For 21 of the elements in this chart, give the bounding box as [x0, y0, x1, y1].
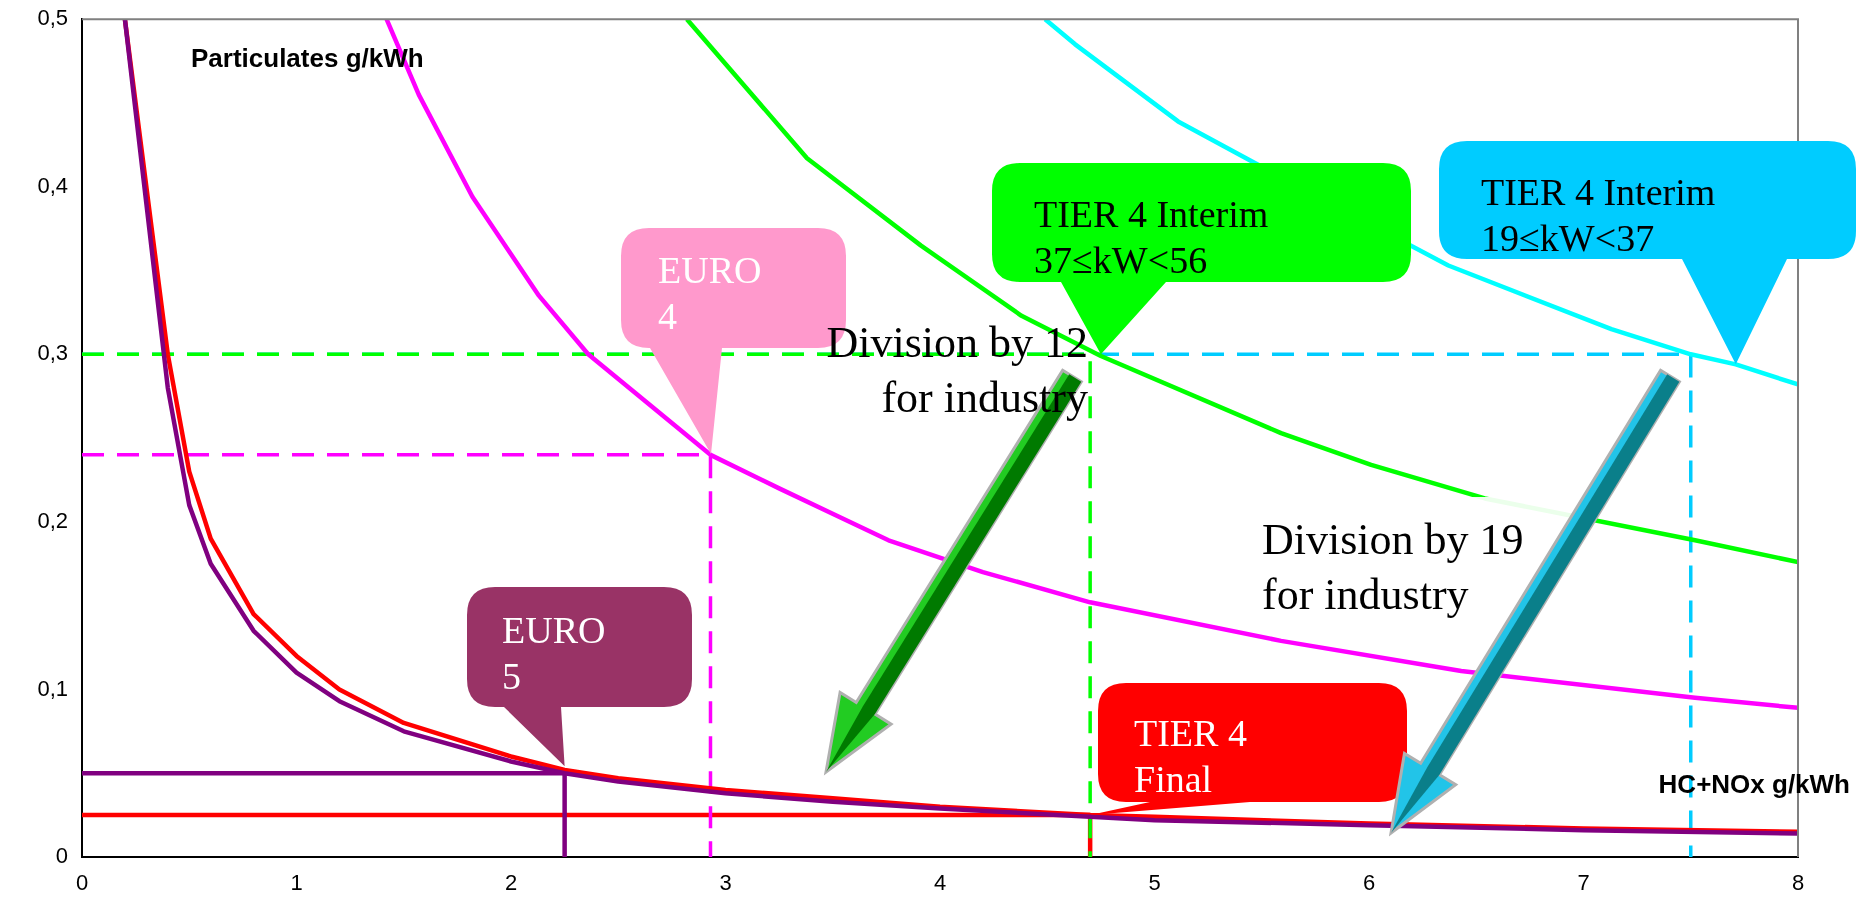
x-tick-label: 6	[1362, 870, 1376, 896]
annotation: EURO 4	[658, 249, 762, 337]
x-tick-label: 7	[1577, 870, 1590, 896]
x-tick-label: 0	[75, 870, 89, 896]
annotation: TIER 4 Final	[1134, 712, 1247, 800]
annotation: TIER 4 Interim 37≤kW<56	[1034, 193, 1269, 281]
x-tick-label: 4	[933, 870, 947, 896]
x-tick-label: 8	[1791, 870, 1805, 896]
x-tick-label: 2	[504, 870, 518, 896]
y-tick-label: 0,1	[37, 675, 68, 701]
y-tick-label: 0,4	[37, 172, 68, 198]
x-tick-label: 3	[719, 870, 732, 896]
y-tick-label: 0,2	[37, 507, 68, 533]
annotation: TIER 4 Interim 19≤kW<37	[1481, 171, 1716, 259]
y-tick-label: 0	[55, 843, 68, 869]
y-tick-label: 0,5	[37, 5, 68, 31]
y-tick-label: 0,3	[37, 340, 68, 366]
annotation: EURO 5	[502, 609, 606, 697]
annotation: Division by 19 for industry	[1262, 515, 1524, 619]
x-tick-label: 5	[1148, 870, 1161, 896]
x-tick-label: 1	[290, 870, 303, 896]
